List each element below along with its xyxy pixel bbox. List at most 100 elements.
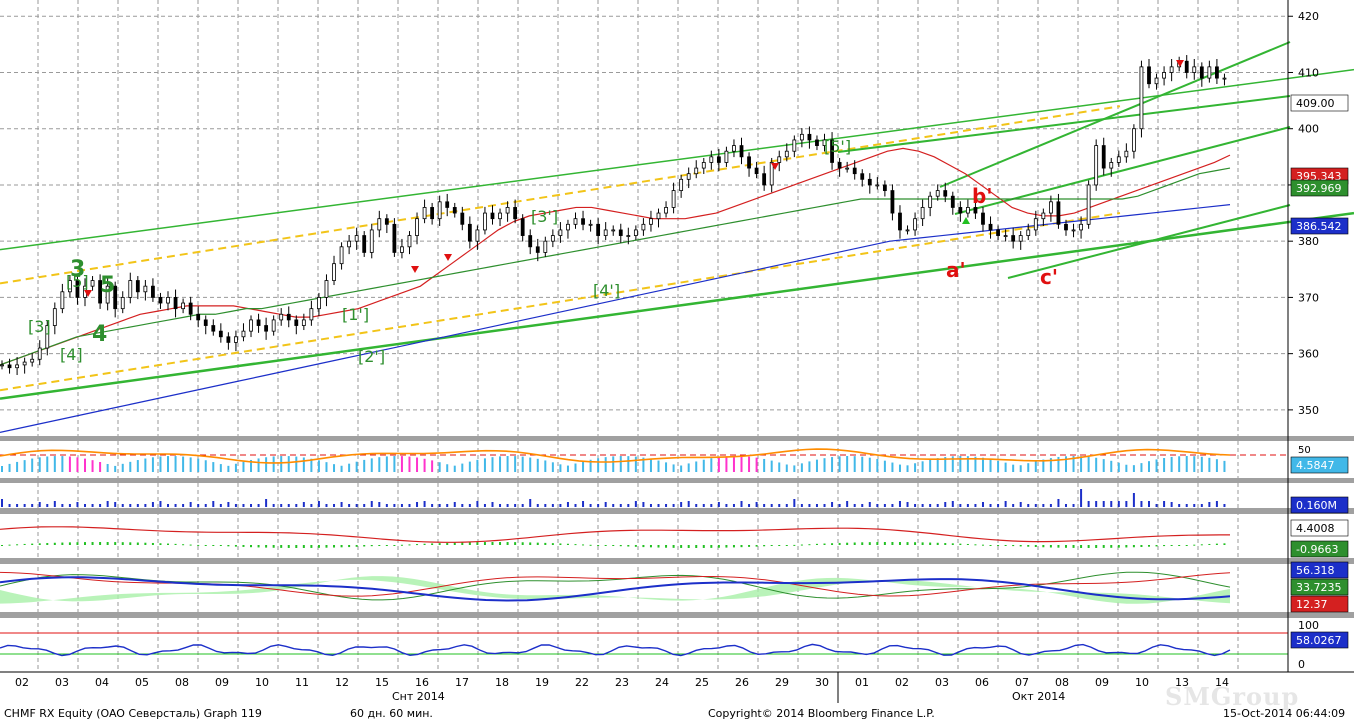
candle-body: [498, 212, 502, 220]
candle-body: [724, 150, 729, 163]
candle-body: [460, 212, 465, 225]
candle-body: [354, 235, 359, 242]
volume-bar: [227, 502, 230, 507]
sell-marker: [771, 163, 779, 170]
volume-bar: [1064, 504, 1067, 507]
rsi-bar: [619, 456, 622, 472]
volume-bar: [506, 504, 509, 507]
wave-label: [5']: [824, 137, 851, 156]
sell-marker: [1176, 60, 1184, 67]
macd-bar: [815, 543, 818, 545]
rsi-bar: [823, 458, 826, 472]
candle-body: [626, 235, 631, 237]
rsi-value-tag: [1290, 456, 1349, 474]
rsi-bar: [189, 457, 192, 472]
volume-bar: [287, 504, 290, 507]
macd-bar: [800, 544, 803, 546]
volume-bar: [219, 504, 222, 507]
volume-bar: [91, 504, 94, 507]
volume-bar: [1185, 504, 1188, 507]
candle-body: [611, 229, 616, 232]
candle-body: [188, 302, 193, 315]
rsi-bar: [483, 458, 486, 472]
date-tick-label: 02: [15, 676, 29, 689]
price-tick-label: 420: [1298, 10, 1319, 23]
rsi-bar: [506, 456, 509, 472]
volume-bar: [197, 504, 200, 507]
candle-body: [671, 190, 676, 208]
volume-bar: [242, 504, 245, 507]
candle-body: [784, 150, 789, 158]
rsi-bar: [1, 466, 3, 472]
macd-bar: [61, 542, 64, 545]
macd-bar: [748, 545, 751, 547]
volume-bar: [1042, 504, 1045, 507]
rsi-bar: [929, 459, 932, 472]
macd-bar: [408, 544, 411, 546]
candle-body: [905, 229, 910, 232]
volume-bar: [1178, 504, 1181, 507]
rsi-bar: [250, 459, 253, 472]
instrument-label: CHMF RX Equity (OAO Северсталь) Graph 11…: [4, 707, 262, 720]
macd-bar: [310, 545, 313, 548]
volume-bar: [378, 502, 381, 507]
candle-body: [143, 285, 148, 293]
volume-bar: [1132, 493, 1135, 507]
indicator-panels: [0, 448, 1288, 657]
candle-body: [830, 139, 834, 163]
volume-bar: [702, 504, 705, 507]
wave-label: [2']: [358, 347, 385, 366]
rsi-bar: [76, 457, 79, 472]
candle-body: [958, 207, 963, 214]
rsi-bar: [732, 456, 735, 472]
candle-body: [558, 229, 563, 236]
rsi-bar: [589, 459, 592, 472]
rsi-bar: [227, 465, 230, 472]
rsi-bar: [604, 457, 607, 472]
macd-bar: [1185, 545, 1188, 546]
macd-bar: [212, 545, 215, 546]
rsi-bar: [1034, 461, 1037, 472]
macd-bar: [280, 545, 283, 548]
volume-bar: [212, 501, 215, 507]
macd-bar: [710, 545, 713, 548]
candle-body: [528, 235, 533, 248]
macd-bar: [370, 545, 373, 547]
rsi-bar: [144, 458, 147, 472]
candle-body: [1207, 66, 1212, 79]
volume-bar: [665, 504, 668, 507]
rsi-bar: [778, 462, 781, 472]
candle-body: [467, 223, 472, 242]
rsi-bar: [1170, 456, 1173, 472]
volume-bar: [431, 504, 434, 507]
volume-value-tag: [1290, 496, 1349, 514]
macd-bar: [234, 545, 237, 547]
macd-bar: [1027, 545, 1030, 547]
macd-bar: [665, 545, 668, 548]
volume-bar: [929, 504, 932, 507]
volume-bar: [468, 504, 471, 507]
candle-body: [294, 319, 299, 326]
volume-bar: [808, 504, 811, 507]
macd-bar: [121, 542, 124, 545]
rsi-bar: [257, 458, 260, 472]
rsi-bar: [853, 456, 856, 472]
macd-bar: [891, 542, 894, 545]
channel-upper: [0, 68, 1354, 251]
volume-bar: [551, 504, 554, 507]
rsi-bar: [1102, 459, 1105, 472]
macd-bar: [649, 545, 652, 548]
volume-value-text: 0.160M: [1296, 499, 1337, 512]
rsi-bar: [129, 461, 132, 472]
macd-bar: [989, 545, 992, 546]
volume-bar: [333, 504, 336, 507]
candle-body: [1011, 235, 1016, 242]
rsi-bar: [1064, 456, 1067, 472]
macd-bar: [1178, 545, 1181, 546]
rsi-bar: [31, 458, 34, 472]
wave-label: [1']: [342, 305, 369, 324]
volume-bar: [680, 502, 683, 507]
candle-body: [1071, 229, 1076, 232]
rsi-bar: [121, 463, 124, 472]
candle-body: [973, 207, 978, 214]
